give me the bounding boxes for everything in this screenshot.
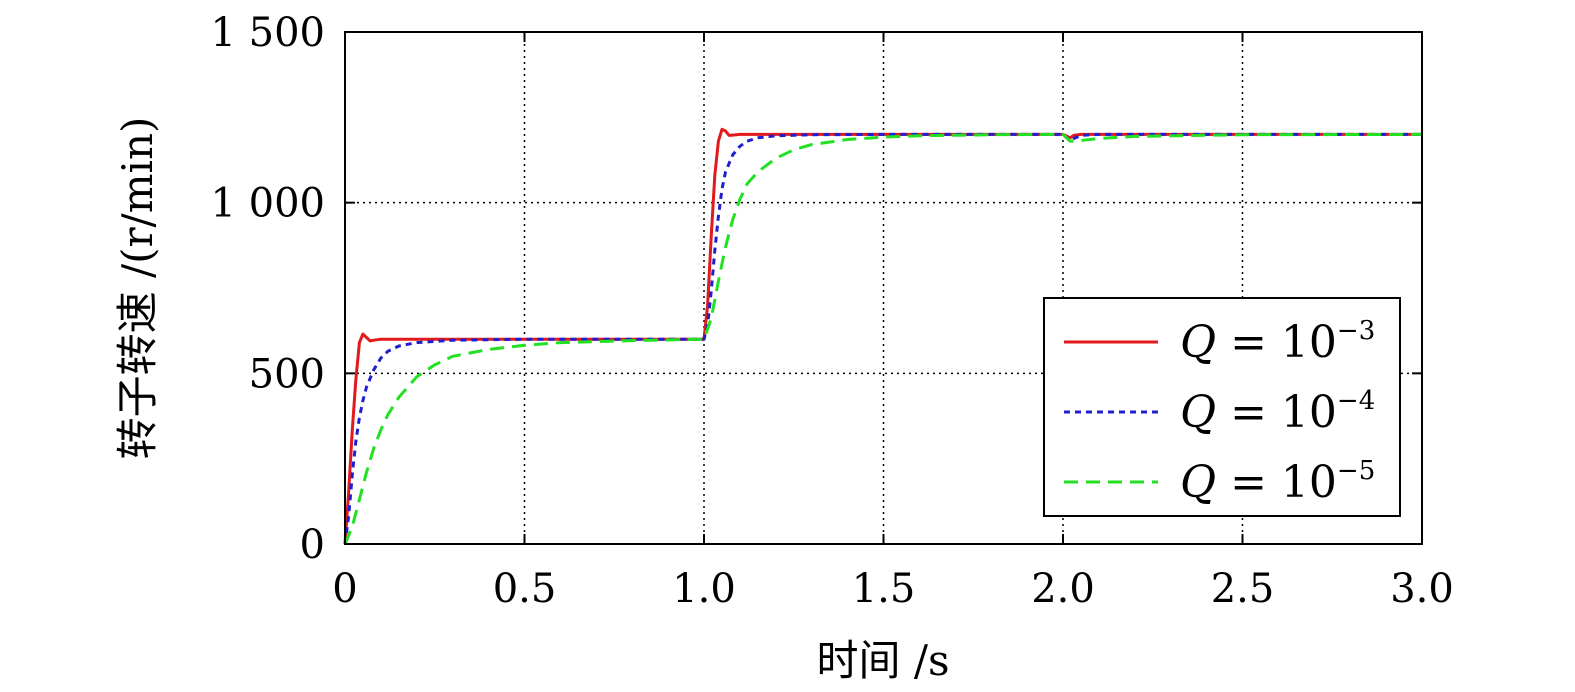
y-axis-label: 转子转速 /(r/min) <box>113 117 162 460</box>
y-tick-label: 0 <box>300 522 325 568</box>
x-tick-label: 3.0 <box>1390 566 1454 612</box>
y-tick-labels: 0 500 1 000 1 500 <box>210 10 325 568</box>
legend-entry-2: Q = 10−4 <box>1180 386 1375 438</box>
x-tick-label: 1.5 <box>852 566 916 612</box>
series-line-1 <box>343 127 1422 545</box>
legend-entry-3: Q = 10−5 <box>1180 456 1375 508</box>
legend: Q = 10−3 Q = 10−4 Q = 10−5 <box>1043 297 1401 517</box>
x-tick-label: 1.0 <box>672 566 736 612</box>
y-tick-label: 1 500 <box>210 10 325 56</box>
x-tick-label: 2.0 <box>1031 566 1095 612</box>
y-tick-label: 500 <box>249 351 325 397</box>
y-tick-label: 1 000 <box>210 181 325 227</box>
x-tick-label: 0.5 <box>493 566 557 612</box>
x-tick-labels: 0 0.5 1.0 1.5 2.0 2.5 3.0 <box>332 566 1454 612</box>
series-lines <box>343 127 1423 545</box>
plot-frame <box>344 31 1423 545</box>
series-line-3 <box>343 132 1423 545</box>
x-tick-label: 2.5 <box>1211 566 1275 612</box>
legend-entry-1: Q = 10−3 <box>1180 316 1375 368</box>
x-tick-label: 0 <box>332 566 357 612</box>
x-axis-label: 时间 /s <box>816 636 949 685</box>
legend-box <box>1043 297 1401 517</box>
